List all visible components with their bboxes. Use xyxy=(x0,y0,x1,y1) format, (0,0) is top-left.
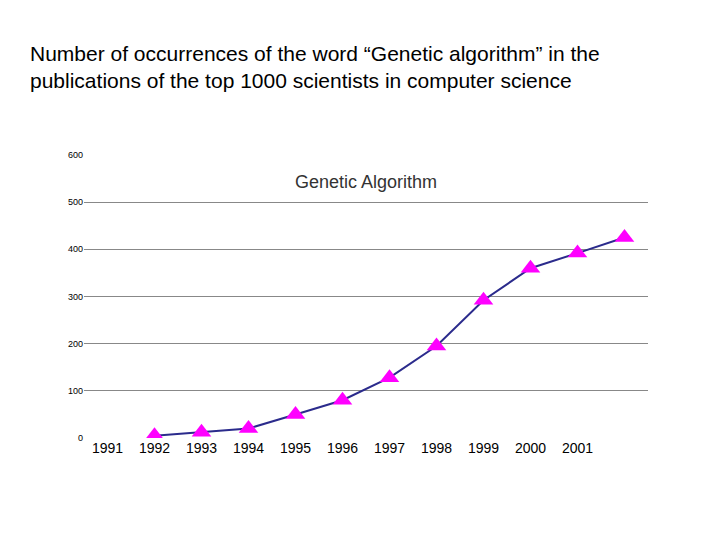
svg-text:1994: 1994 xyxy=(233,440,264,456)
svg-text:200: 200 xyxy=(68,339,83,349)
svg-text:400: 400 xyxy=(68,244,83,254)
svg-text:Genetic Algorithm: Genetic Algorithm xyxy=(295,172,437,192)
svg-text:1992: 1992 xyxy=(139,440,170,456)
svg-text:0: 0 xyxy=(78,433,83,443)
svg-text:1998: 1998 xyxy=(421,440,452,456)
html-text:Number of occurrences of the w: Number of occurrences of the word “Genet… xyxy=(30,42,600,92)
svg-text:1999: 1999 xyxy=(468,440,499,456)
svg-text:600: 600 xyxy=(68,150,83,160)
svg-text:1991: 1991 xyxy=(92,440,123,456)
svg-text:2000: 2000 xyxy=(515,440,546,456)
svg-text:300: 300 xyxy=(68,292,83,302)
svg-text:1997: 1997 xyxy=(374,440,405,456)
svg-text:1995: 1995 xyxy=(280,440,311,456)
svg-text:500: 500 xyxy=(68,197,83,207)
svg-text:2001: 2001 xyxy=(562,440,593,456)
svg-text:1993: 1993 xyxy=(186,440,217,456)
svg-text:1996: 1996 xyxy=(327,440,358,456)
svg-text:100: 100 xyxy=(68,386,83,396)
